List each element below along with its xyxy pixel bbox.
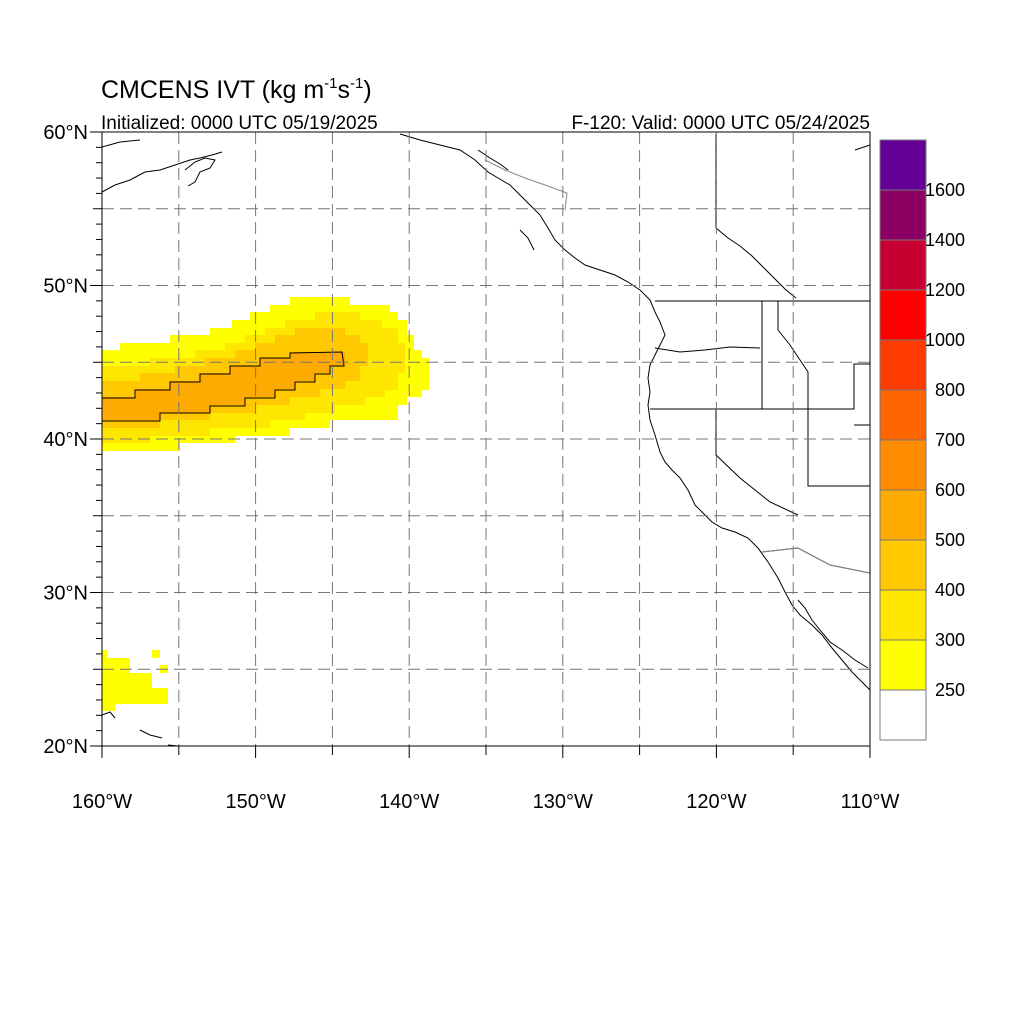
lat-label: 20°N — [43, 736, 88, 758]
colorbar-label: 300 — [935, 630, 965, 650]
colorbar-label: 600 — [935, 480, 965, 500]
colorbar-label: 1000 — [925, 330, 965, 350]
colorbar-swatch — [879, 239, 927, 291]
lat-label: 60°N — [43, 122, 88, 144]
lat-label: 40°N — [43, 429, 88, 451]
country-border — [484, 159, 870, 574]
colorbar-swatch — [879, 289, 927, 341]
colorbar-swatch — [879, 639, 927, 691]
colorbar-label: 1400 — [925, 230, 965, 250]
colorbar: 250 300 400 500 600 700 800 1000 1200 1400 1600 — [879, 139, 965, 741]
coastlines — [102, 133, 870, 746]
axis-ticks — [90, 131, 871, 758]
lon-label: 130°W — [533, 791, 593, 813]
lat-label: 50°N — [43, 276, 88, 298]
lon-label: 140°W — [379, 791, 439, 813]
colorbar-label: 500 — [935, 530, 965, 550]
colorbar-swatch — [879, 589, 927, 641]
ivt-shading-500 — [102, 352, 345, 420]
colorbar-label: 800 — [935, 380, 965, 400]
lon-label: 150°W — [225, 791, 285, 813]
colorbar-swatch — [879, 189, 927, 241]
lon-label: 160°W — [72, 791, 132, 813]
ivt-contour-500 — [102, 351, 345, 422]
colorbar-swatch — [879, 389, 927, 441]
colorbar-label: 700 — [935, 430, 965, 450]
colorbar-swatch — [879, 539, 927, 591]
colorbar-swatch — [879, 339, 927, 391]
political-boundaries — [650, 134, 870, 574]
colorbar-label: 250 — [935, 680, 965, 700]
valid-time: F-120: Valid: 0000 UTC 05/24/2025 — [571, 113, 870, 134]
longitude-labels: 160°W 150°W 140°W 130°W 120°W 110°W — [72, 791, 900, 813]
colorbar-swatch — [879, 489, 927, 541]
colorbar-label: 400 — [935, 580, 965, 600]
initialized-time: Initialized: 0000 UTC 05/19/2025 — [101, 113, 378, 134]
lon-label: 120°W — [686, 791, 746, 813]
colorbar-label: 1200 — [925, 280, 965, 300]
map-plot-area — [102, 132, 870, 746]
colorbar-label: 1600 — [925, 180, 965, 200]
gridlines — [102, 132, 870, 746]
colorbar-swatch — [879, 139, 927, 191]
colorbar-swatch — [879, 439, 927, 491]
colorbar-swatch — [879, 689, 927, 741]
figure-title: CMCENS IVT (kg m-1s-1) — [101, 75, 372, 104]
latitude-labels: 60°N 50°N 40°N 30°N 20°N — [43, 122, 88, 758]
lon-label: 110°W — [841, 791, 900, 813]
lat-label: 30°N — [43, 583, 88, 605]
